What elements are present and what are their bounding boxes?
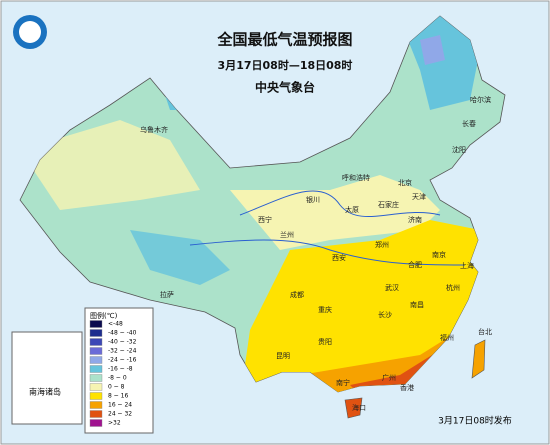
legend-label: -24 ~ -16 — [108, 357, 137, 364]
city: 武汉 — [385, 283, 399, 292]
legend-title: 图例(℃) — [90, 311, 118, 320]
title: 全国最低气温预报图 — [216, 31, 352, 49]
city: 兰州 — [280, 230, 294, 239]
city-labels: 乌鲁木齐 哈尔滨 长春 沈阳 呼和浩特 北京 天津 石家庄 太原 银川 西宁 兰… — [140, 95, 492, 412]
city: 西安 — [332, 253, 346, 262]
city: 上海 — [460, 261, 474, 270]
issue-time: 3月17日08时发布 — [438, 415, 512, 427]
legend-label: 0 ~ 8 — [108, 384, 125, 391]
hainan — [344, 397, 363, 419]
city: 长春 — [462, 119, 476, 128]
city: 呼和浩特 — [342, 173, 370, 182]
city: 太原 — [345, 205, 359, 214]
city: 郑州 — [375, 241, 389, 249]
legend-label: -48 ~ -40 — [108, 330, 137, 337]
city: 银川 — [306, 195, 320, 204]
city: 长沙 — [378, 310, 392, 319]
agency: 中央气象台 — [255, 80, 315, 95]
legend-label: -8 ~ 0 — [108, 375, 127, 382]
city: 石家庄 — [378, 200, 399, 209]
legend-label: -16 ~ -8 — [108, 366, 133, 373]
city: 重庆 — [318, 305, 332, 314]
river — [239, 190, 441, 218]
legend-label: 16 ~ 24 — [108, 402, 132, 409]
legend-swatch — [89, 329, 103, 337]
legend-swatch — [89, 356, 103, 364]
city: 沈阳 — [452, 145, 466, 154]
inset-label: 南海诸岛 — [29, 387, 61, 397]
river — [189, 239, 466, 266]
legend-swatch — [89, 410, 103, 418]
legend-swatch — [89, 365, 103, 373]
legend-label: >32 — [108, 420, 121, 427]
city: 哈尔滨 — [470, 95, 491, 104]
city: 济南 — [408, 215, 422, 224]
city: 香港 — [400, 383, 414, 392]
city: 拉萨 — [160, 290, 174, 299]
legend-label: <-48 — [108, 321, 123, 328]
city: 杭州 — [446, 283, 460, 292]
city: 天津 — [412, 193, 426, 201]
legend-swatch — [89, 338, 103, 346]
city: 西宁 — [258, 215, 272, 224]
city: 福州 — [440, 333, 454, 342]
city: 台北 — [478, 327, 492, 336]
city: 海口 — [352, 403, 366, 412]
legend-swatch — [89, 401, 103, 409]
city: 昆明 — [276, 352, 290, 360]
logo-inner — [19, 21, 41, 43]
legend-label: 24 ~ 32 — [108, 411, 132, 418]
legend-label: -40 ~ -32 — [108, 339, 137, 346]
city: 成都 — [290, 290, 304, 299]
subtitle: 3月17日08时—18日08时 — [218, 58, 353, 72]
city: 贵阳 — [318, 337, 332, 346]
legend-label: -32 ~ -24 — [108, 348, 137, 355]
city: 南京 — [432, 250, 446, 259]
city: 合肥 — [408, 260, 422, 269]
legend-swatch — [89, 320, 103, 328]
taiwan — [471, 339, 486, 379]
legend-swatch — [89, 347, 103, 355]
legend-swatch — [89, 374, 103, 382]
city: 北京 — [398, 178, 412, 187]
legend-swatch — [89, 419, 103, 427]
city: 南昌 — [410, 300, 424, 309]
inset-box — [11, 331, 83, 425]
city: 广州 — [382, 373, 396, 382]
city: 南宁 — [336, 378, 350, 387]
legend-swatch — [89, 383, 103, 391]
city: 乌鲁木齐 — [140, 125, 168, 134]
legend-swatch — [89, 392, 103, 400]
legend-label: 8 ~ 16 — [108, 393, 128, 400]
